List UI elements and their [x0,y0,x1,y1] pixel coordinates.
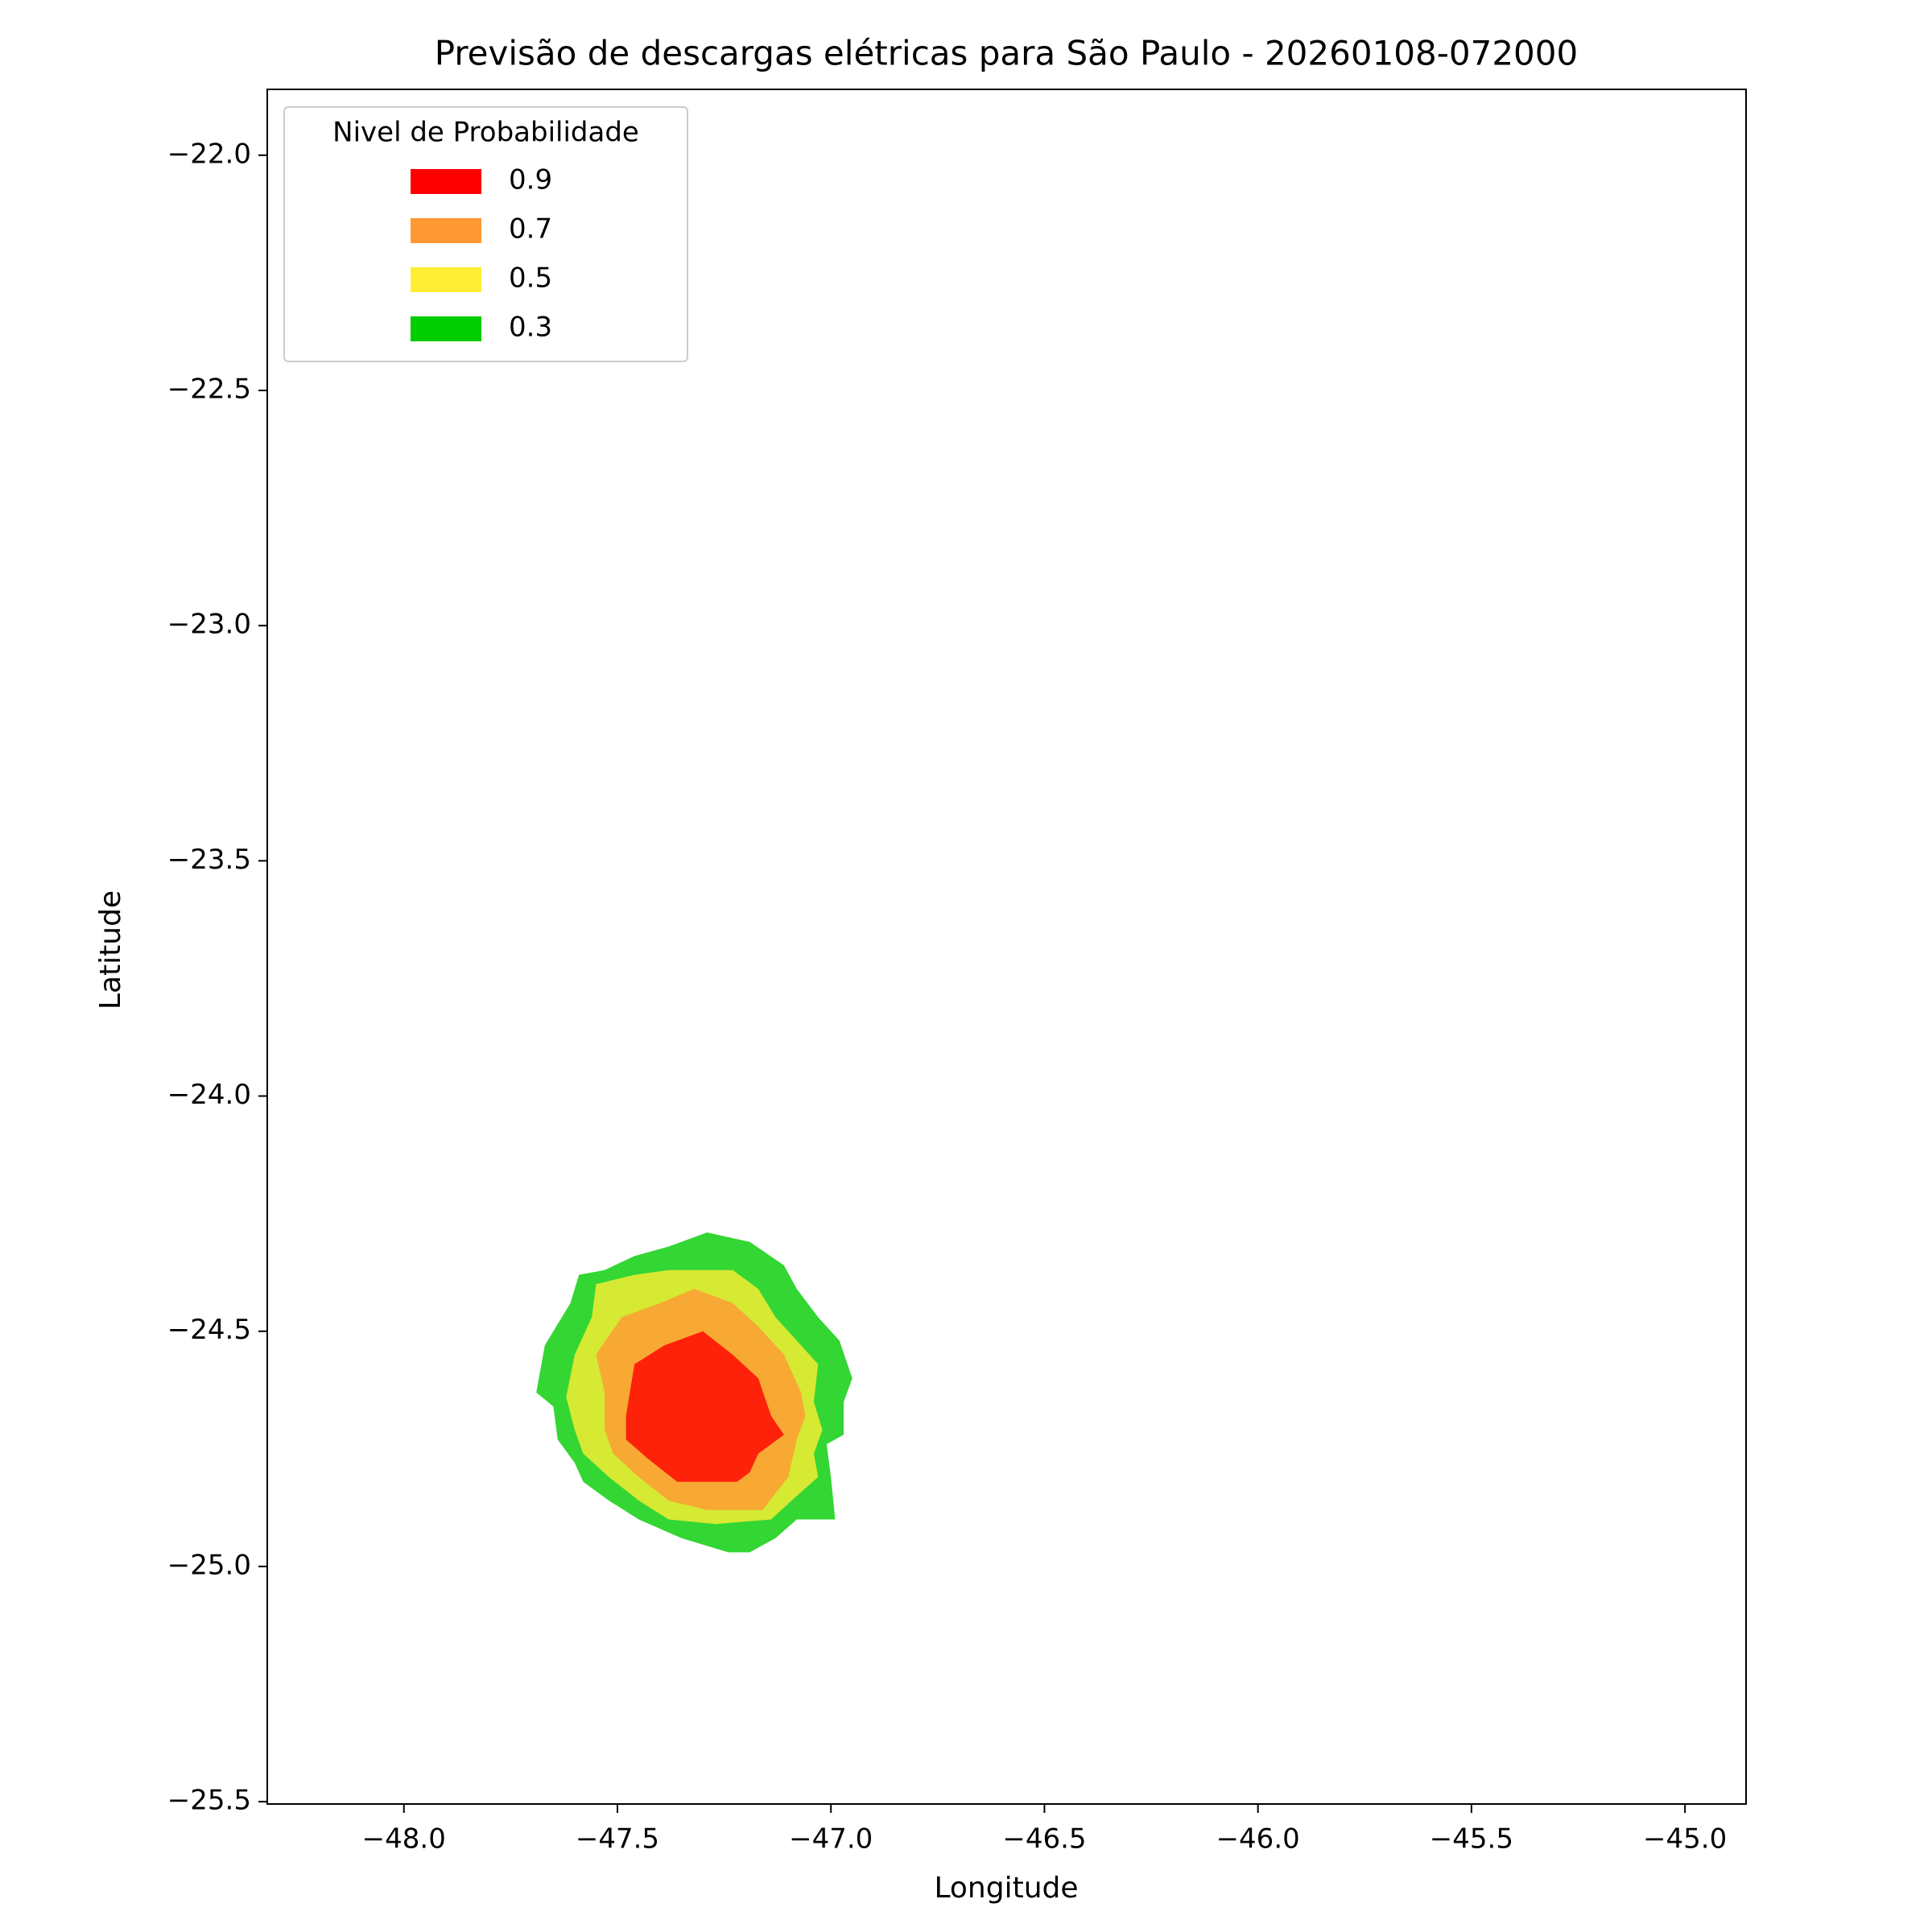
y-tick-label: −22.0 [167,138,251,170]
legend-swatch [411,218,481,243]
legend-label: 0.3 [509,312,552,344]
legend-swatch [411,169,481,194]
chart-title: Previsão de descargas elétricas para São… [435,34,1578,73]
x-tick-label: −46.5 [1002,1823,1086,1856]
y-tick-label: −24.5 [167,1314,251,1346]
x-tick-label: −47.0 [789,1823,873,1856]
y-tick-label: −25.5 [167,1785,251,1817]
x-tick-label: −48.0 [362,1823,446,1856]
contour-region [625,1331,784,1482]
x-tick-label: −46.0 [1216,1823,1300,1856]
y-tick-label: −24.0 [167,1079,251,1111]
x-tick-label: −45.5 [1430,1823,1513,1856]
legend-label: 0.9 [509,164,552,196]
legend: Nivel de Probabilidade 0.9 0.7 0.5 0.3 [283,106,688,362]
x-axis-label: Longitude [934,1872,1078,1905]
y-tick-label: −23.5 [167,844,251,876]
y-axis-label: Latitude [94,890,127,1009]
legend-swatch [411,267,481,292]
y-tick-label: −23.0 [167,609,251,641]
legend-box [283,106,688,362]
y-tick-label: −25.0 [167,1549,251,1581]
plot-frame [266,89,1747,1805]
x-tick-label: −45.0 [1643,1823,1727,1856]
y-tick-label: −22.5 [167,373,251,405]
x-tick-label: −47.5 [576,1823,659,1856]
legend-title: Nivel de Probabilidade [332,117,639,149]
legend-label: 0.7 [509,213,552,246]
legend-swatch [411,316,481,341]
legend-label: 0.5 [509,262,552,295]
